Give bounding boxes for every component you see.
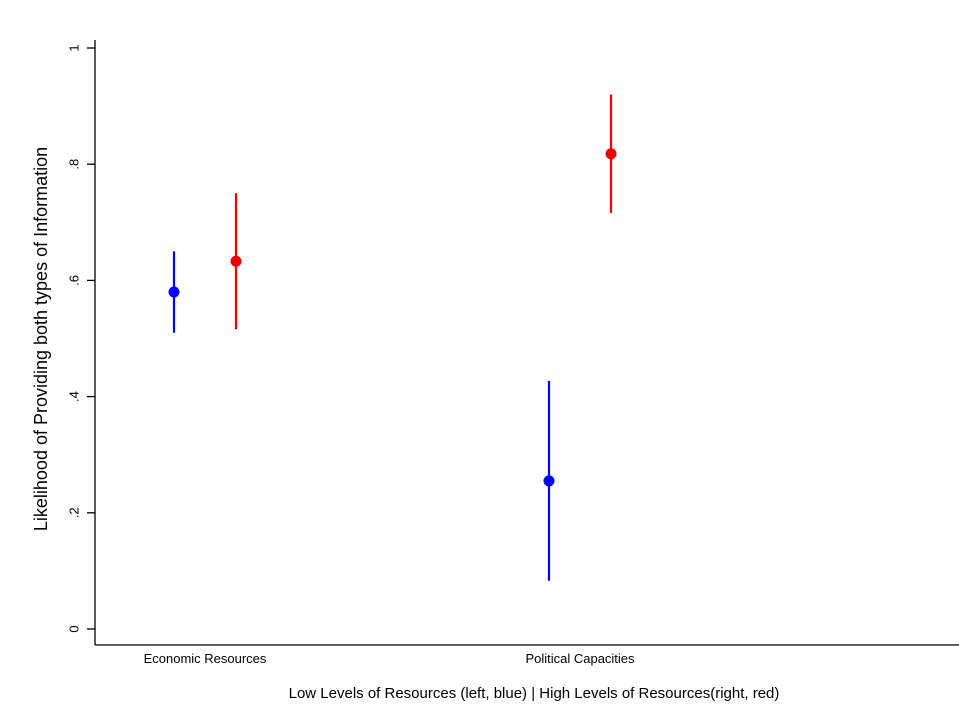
x-category-label: Political Capacities xyxy=(525,651,635,666)
y-tick-label: 0 xyxy=(66,625,81,632)
point-estimate-marker xyxy=(168,286,180,298)
data-marks xyxy=(168,94,617,581)
y-tick-label: 1 xyxy=(66,44,81,51)
x-categories: Economic Resources Political Capacities xyxy=(144,651,635,666)
y-tick-label: .6 xyxy=(66,275,81,286)
y-ticks: 0 .2 .4 .6 .8 1 xyxy=(66,44,95,633)
y-tick-label: .8 xyxy=(66,159,81,170)
point-estimate-marker xyxy=(543,475,555,487)
y-tick-label: .2 xyxy=(66,507,81,518)
x-category-label: Economic Resources xyxy=(144,651,267,666)
y-tick-label: .4 xyxy=(66,391,81,402)
x-axis-title: Low Levels of Resources (left, blue) | H… xyxy=(289,685,780,702)
point-estimate-marker xyxy=(605,148,617,160)
point-estimate-marker xyxy=(230,255,242,267)
y-axis-title: Likelihood of Providing both types of In… xyxy=(31,147,51,531)
axes xyxy=(94,40,959,646)
